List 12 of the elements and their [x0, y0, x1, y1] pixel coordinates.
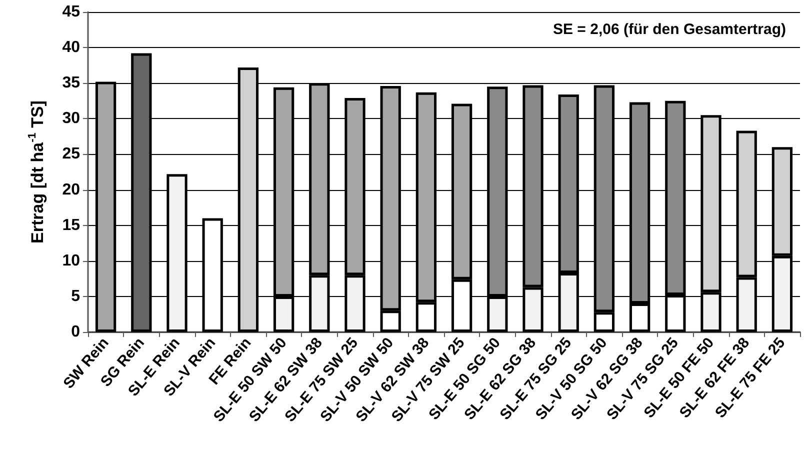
- y-tick-label: 25: [62, 146, 80, 163]
- y-tick-label: 0: [71, 324, 80, 340]
- y-axis-title: Ertrag [dt ha-1 TS]: [26, 100, 47, 244]
- y-tick-label: 20: [62, 181, 80, 198]
- y-tick-label: 5: [71, 288, 80, 305]
- y-tick-label: 10: [62, 252, 80, 270]
- y-tick-label: 45: [62, 4, 80, 20]
- y-tick-label: 30: [62, 110, 80, 128]
- y-tick-label: 15: [62, 216, 80, 234]
- y-tick-label: 40: [62, 39, 80, 56]
- y-tick-label: 35: [62, 74, 80, 92]
- annotation: SE = 2,06 (für den Gesamtertrag): [553, 21, 786, 38]
